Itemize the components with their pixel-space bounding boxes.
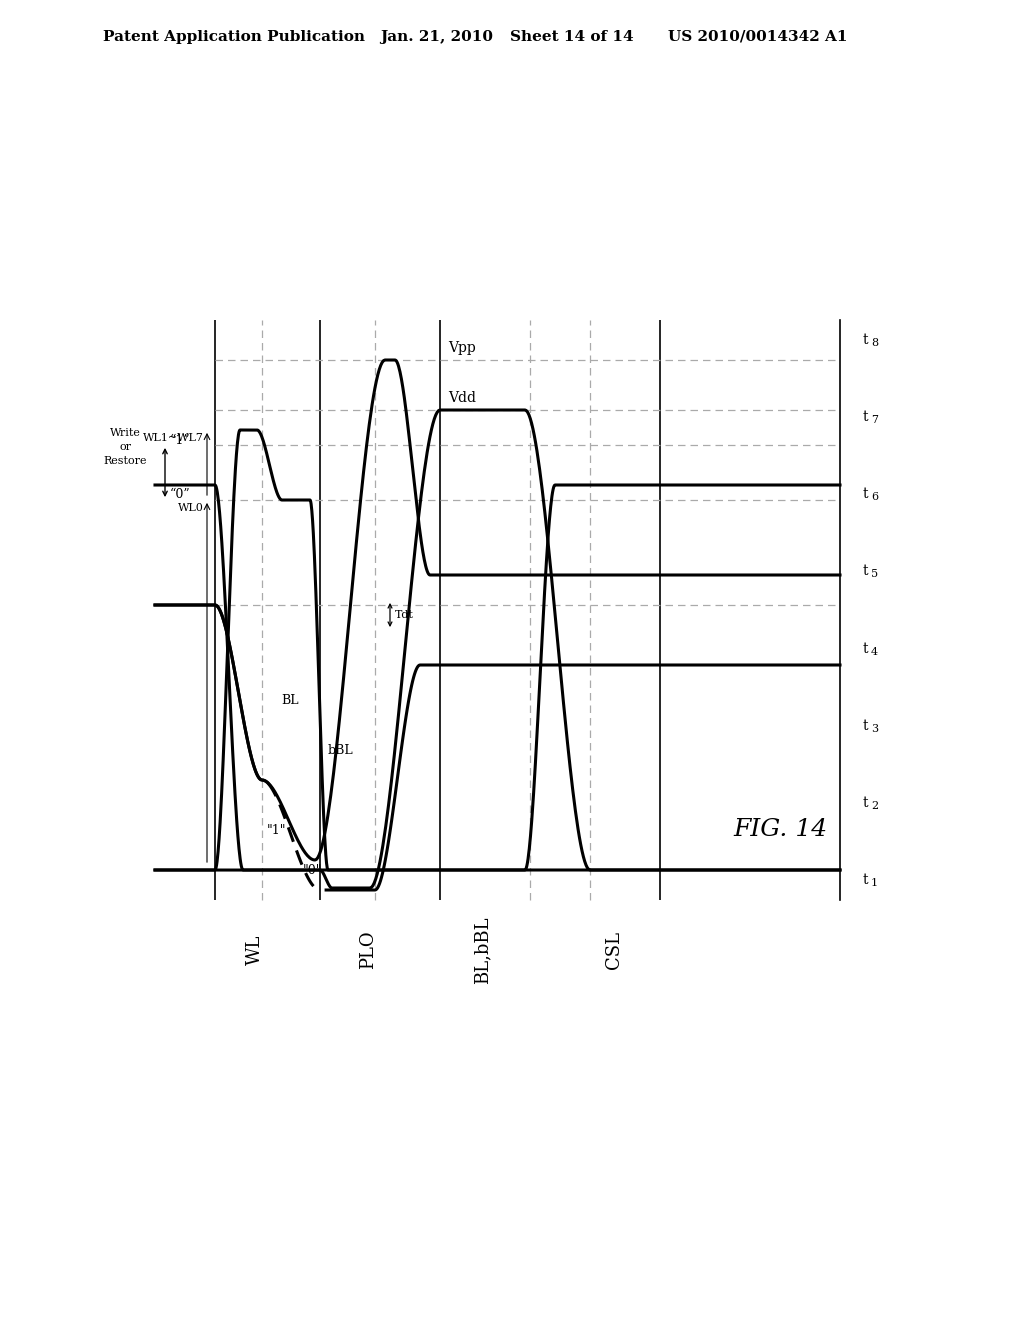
Text: 6: 6 xyxy=(871,492,879,503)
Text: t: t xyxy=(863,796,868,810)
Text: FIG. 14: FIG. 14 xyxy=(733,818,827,842)
Text: US 2010/0014342 A1: US 2010/0014342 A1 xyxy=(668,30,848,44)
Text: t: t xyxy=(863,873,868,887)
Text: 4: 4 xyxy=(871,647,879,656)
Text: Vdd: Vdd xyxy=(449,391,476,405)
Text: 8: 8 xyxy=(871,338,879,348)
Text: 1: 1 xyxy=(871,878,879,888)
Text: CSL: CSL xyxy=(605,931,623,969)
Text: t: t xyxy=(863,718,868,733)
Text: 2: 2 xyxy=(871,801,879,810)
Text: WL1~WL7: WL1~WL7 xyxy=(143,433,204,444)
Text: BL,bBL: BL,bBL xyxy=(473,916,490,983)
Text: 5: 5 xyxy=(871,569,879,579)
Text: WL0: WL0 xyxy=(178,503,204,513)
Text: “1”: “1” xyxy=(170,433,190,446)
Text: "1": "1" xyxy=(267,824,287,837)
Text: PLO: PLO xyxy=(359,931,377,969)
Text: WL: WL xyxy=(246,935,264,965)
Text: bBL: bBL xyxy=(328,743,353,756)
Text: 7: 7 xyxy=(871,416,878,425)
Text: Jan. 21, 2010: Jan. 21, 2010 xyxy=(380,30,493,44)
Text: "0": "0" xyxy=(302,863,322,876)
Text: Write
or
Restore: Write or Restore xyxy=(103,429,146,466)
Text: BL: BL xyxy=(282,693,299,706)
Text: Sheet 14 of 14: Sheet 14 of 14 xyxy=(510,30,634,44)
Text: t: t xyxy=(863,411,868,424)
Text: Vpp: Vpp xyxy=(449,341,476,355)
Text: Tdt: Tdt xyxy=(395,610,414,620)
Text: t: t xyxy=(863,333,868,347)
Text: t: t xyxy=(863,642,868,656)
Text: t: t xyxy=(863,487,868,502)
Text: Patent Application Publication: Patent Application Publication xyxy=(103,30,365,44)
Text: t: t xyxy=(863,565,868,578)
Text: “0”: “0” xyxy=(170,488,190,502)
Text: 3: 3 xyxy=(871,723,879,734)
